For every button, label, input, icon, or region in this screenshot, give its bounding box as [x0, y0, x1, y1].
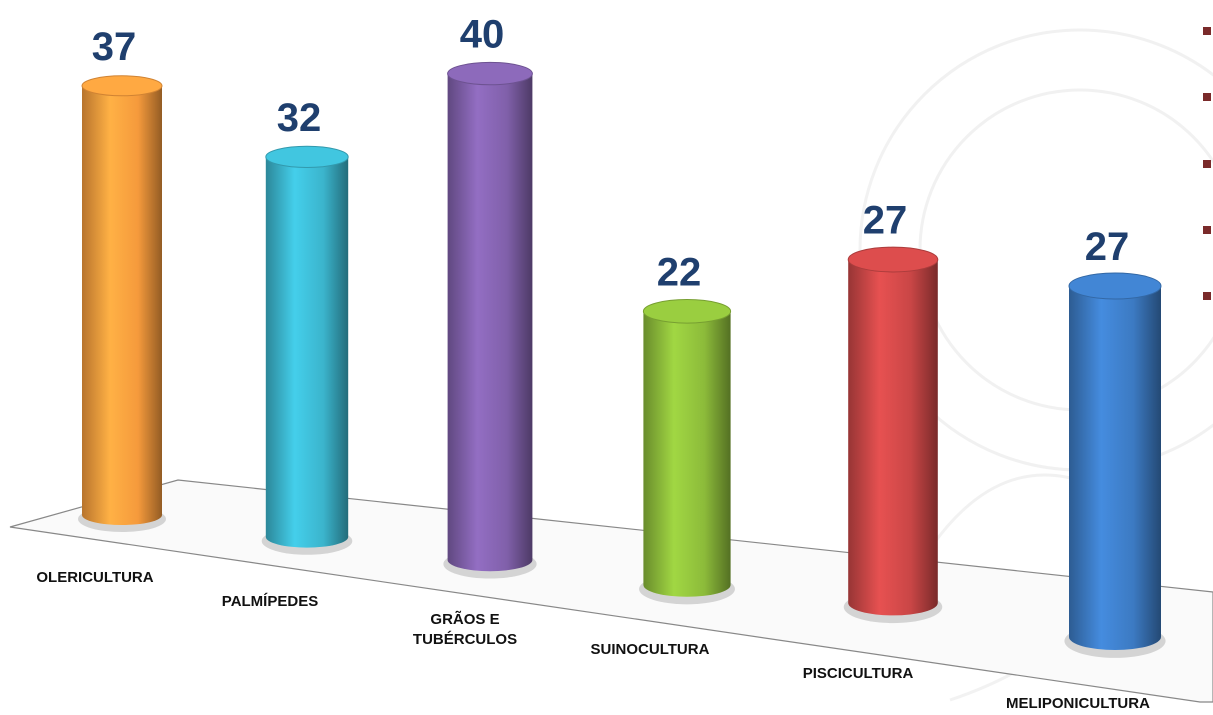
bar-top: [81, 75, 163, 97]
value-label: 40: [460, 13, 505, 57]
category-label: OLERICULTURA: [36, 569, 154, 586]
value-label: 27: [863, 199, 908, 243]
bar: [265, 156, 349, 548]
bar-top: [642, 299, 732, 324]
bar: [1069, 286, 1161, 650]
value-label: 37: [92, 25, 137, 69]
value-label: 27: [1085, 225, 1130, 269]
category-label: PALMÍPEDES: [221, 593, 319, 610]
bar-top: [265, 145, 349, 168]
category-label: MELIPONICULTURA: [1006, 695, 1150, 712]
bar-top: [1068, 272, 1162, 300]
bar-top: [847, 246, 939, 273]
bar: [82, 85, 162, 526]
bar: [447, 73, 533, 572]
value-label: 32: [277, 96, 322, 140]
category-label: SUINOCULTURA: [590, 641, 710, 658]
bar: [643, 311, 731, 597]
bar-top: [447, 61, 533, 86]
bar: [848, 259, 938, 616]
category-label: PISCICULTURA: [802, 665, 914, 682]
category-label: GRÃOS E TUBÉRCULOS: [412, 611, 518, 648]
legend-markers: [1203, 27, 1211, 300]
floor: [9, 479, 1213, 703]
value-label: 22: [657, 250, 702, 294]
